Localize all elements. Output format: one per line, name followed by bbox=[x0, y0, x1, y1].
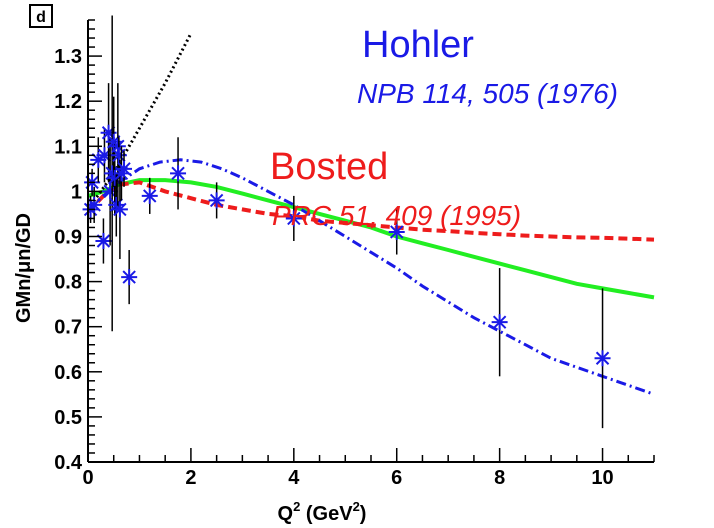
data-point bbox=[111, 159, 128, 260]
x-tick-label: 6 bbox=[391, 467, 402, 489]
bosted-ref-label: PRC 51, 409 (1995) bbox=[272, 200, 521, 231]
marker-stroke bbox=[595, 351, 610, 365]
data-point bbox=[121, 250, 138, 305]
x-axis-title: Q2 (GeV2) bbox=[278, 499, 367, 525]
marker-stroke bbox=[122, 270, 136, 284]
axes: 0 2 4 6 8 10 0.4 0.5 0.6 0.7 0.8 0.9 1 1.1 1.2 1.3 bbox=[54, 19, 655, 489]
data-point bbox=[170, 137, 187, 210]
x-tick-label: 0 bbox=[82, 467, 93, 489]
marker-stroke bbox=[171, 166, 185, 181]
data-point bbox=[141, 177, 158, 214]
bosted-label: Bosted bbox=[270, 146, 388, 188]
y-tick-label: 0.6 bbox=[54, 362, 82, 384]
marker-stroke bbox=[96, 234, 111, 248]
y-tick-label: 0.4 bbox=[54, 452, 83, 474]
x-tick-label: 10 bbox=[591, 467, 613, 489]
marker-stroke bbox=[113, 202, 127, 217]
data-point bbox=[95, 218, 112, 264]
y-tick-label: 1.1 bbox=[54, 136, 82, 158]
data-point bbox=[116, 150, 133, 187]
dipole-curve bbox=[86, 32, 193, 211]
data-point bbox=[594, 288, 611, 429]
y-tick-label: 0.8 bbox=[54, 272, 82, 294]
hohler-label: Hohler bbox=[362, 24, 474, 66]
y-tick-label: 0.9 bbox=[54, 226, 82, 248]
marker-stroke bbox=[492, 315, 507, 329]
y-tick-label: 0.5 bbox=[54, 407, 82, 429]
y-tick-label: 0.7 bbox=[54, 317, 82, 339]
data-point bbox=[388, 209, 405, 255]
y-tick-label: 1 bbox=[71, 181, 82, 203]
panel-label-box bbox=[29, 4, 53, 28]
hohler-ref-label: NPB 114, 505 (1976) bbox=[357, 78, 618, 109]
y-tick-label: 1.2 bbox=[54, 91, 82, 113]
data-point bbox=[285, 195, 302, 241]
marker-stroke bbox=[112, 148, 126, 163]
panel-label: d bbox=[36, 9, 46, 26]
x-tick-label: 8 bbox=[494, 467, 505, 489]
data-point bbox=[110, 137, 127, 174]
data-point bbox=[491, 268, 508, 377]
marker-stroke bbox=[390, 225, 404, 239]
curves bbox=[86, 32, 655, 396]
marker-stroke bbox=[143, 189, 157, 203]
x-tick-label: 2 bbox=[185, 467, 196, 489]
x-tick-label: 4 bbox=[288, 467, 300, 489]
data-point bbox=[208, 182, 225, 219]
marker-stroke bbox=[209, 193, 224, 208]
bosted-curve bbox=[86, 180, 655, 242]
y-tick-label: 1.3 bbox=[54, 46, 82, 68]
hohler-curve bbox=[87, 158, 655, 396]
marker-stroke bbox=[287, 211, 301, 226]
y-axis-title: GMn/μn/GD bbox=[13, 213, 35, 323]
marker-stroke bbox=[117, 162, 131, 176]
data-point bbox=[106, 141, 123, 214]
